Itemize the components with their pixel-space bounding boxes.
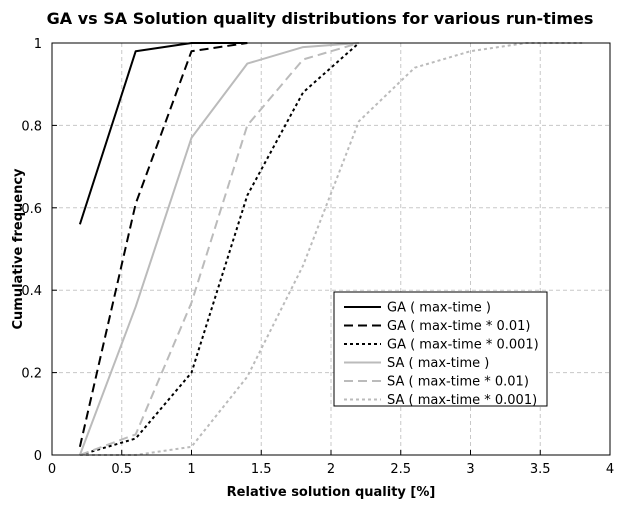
legend-entry-label: SA ( max-time ) [387,356,489,371]
y-axis-label: Cumulative frequency [11,168,26,330]
legend-box [333,291,548,407]
x-tick-label: 2.5 [390,462,411,477]
x-tick-label: 1 [187,462,195,477]
y-tick-label: 0.6 [21,202,42,217]
x-tick-label: 1.5 [251,462,272,477]
plot-lines [78,42,583,456]
y-tick-label: 0.2 [21,367,42,382]
x-tick-label: 3 [466,462,474,477]
legend-entry-label: SA ( max-time * 0.01) [387,375,529,390]
legend-entry-label: SA ( max-time * 0.001) [387,393,537,408]
axis-ticks: 0 0.5 1 1.5 2 2.5 3 3.5 4 0 0.2 0.4 0.6 0.8 1 [21,37,614,477]
legend: GA ( max-time ) GA ( max-time * 0.01) GA (… [333,291,548,408]
x-tick-label: 3.5 [530,462,551,477]
series-line-3 [79,42,360,456]
y-tick-label: 1 [34,37,42,52]
legend-entry-label: GA ( max-time * 0.001) [387,338,539,353]
chart-title: GA vs SA Solution quality distributions … [47,9,594,28]
series-line-6 [79,42,583,456]
legend-entry-label: GA ( max-time ) [387,301,491,316]
x-tick-label: 0.5 [111,462,132,477]
x-tick-label: 2 [327,462,335,477]
x-tick-label: 0 [48,462,56,477]
legend-entry-label: GA ( max-time * 0.01) [387,319,530,334]
series-line-2 [78,42,248,448]
x-axis-label: Relative solution quality [%] [227,485,436,500]
y-tick-label: 0.8 [21,119,42,134]
series-line-1 [78,42,248,225]
series-line-4 [78,42,359,456]
y-tick-label: 0 [34,449,42,464]
x-tick-label: 4 [606,462,614,477]
series-line-5 [79,42,360,456]
y-tick-label: 0.4 [21,284,42,299]
